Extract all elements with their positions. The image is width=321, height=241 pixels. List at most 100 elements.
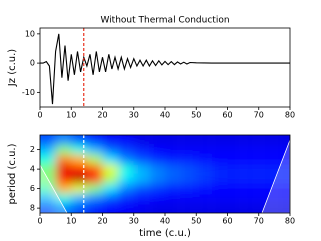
heat-cell bbox=[227, 135, 244, 145]
heat-cell bbox=[102, 135, 119, 145]
heat-cell bbox=[180, 193, 197, 204]
heat-cell bbox=[102, 203, 119, 213]
heat-cell bbox=[55, 164, 72, 174]
heat-cell bbox=[40, 154, 56, 165]
x-tick-label: 30 bbox=[129, 111, 139, 120]
heat-cell bbox=[196, 183, 212, 194]
heat-cell bbox=[180, 183, 197, 194]
heat-cell bbox=[86, 193, 103, 204]
heat-cell bbox=[211, 135, 228, 145]
x-axis-label: time (c.u.) bbox=[139, 228, 191, 239]
heat-cell bbox=[86, 203, 103, 213]
heat-cell bbox=[211, 174, 228, 184]
axes-frame bbox=[39, 27, 291, 108]
heat-cell bbox=[227, 183, 244, 194]
heat-cell bbox=[86, 183, 103, 194]
heat-cell bbox=[149, 203, 165, 213]
x-tick-label: 30 bbox=[129, 217, 139, 226]
heat-cell bbox=[40, 183, 56, 194]
heat-cell bbox=[274, 183, 290, 194]
x-tick-label: 80 bbox=[285, 111, 295, 120]
heat-cell bbox=[149, 174, 165, 184]
heat-cell bbox=[243, 144, 259, 155]
heatmap bbox=[40, 135, 290, 213]
heat-cell bbox=[211, 193, 228, 204]
x-tick-label: 40 bbox=[160, 111, 170, 120]
heat-cell bbox=[274, 193, 290, 204]
heat-cell bbox=[180, 203, 197, 213]
y-tick-label: -10 bbox=[22, 88, 35, 97]
heat-cell bbox=[149, 144, 165, 155]
heat-cell bbox=[71, 183, 87, 194]
heat-cell bbox=[243, 154, 259, 165]
heat-cell bbox=[227, 144, 244, 155]
heat-cell bbox=[149, 154, 165, 165]
heat-cell bbox=[102, 193, 119, 204]
y-tick-label: 0 bbox=[30, 59, 35, 68]
heat-cell bbox=[165, 174, 181, 184]
heat-cell bbox=[258, 174, 275, 184]
heat-cell bbox=[258, 164, 275, 174]
heat-cell bbox=[211, 144, 228, 155]
heat-cell bbox=[86, 164, 103, 174]
heat-cell bbox=[71, 135, 87, 145]
heat-cell bbox=[196, 154, 212, 165]
x-tick-label: 10 bbox=[66, 217, 76, 226]
heat-cell bbox=[86, 154, 103, 165]
heat-cell bbox=[243, 193, 259, 204]
cone-of-influence bbox=[261, 139, 290, 213]
heat-cell bbox=[165, 193, 181, 204]
y-axis-label: Jz (c.u.) bbox=[7, 49, 18, 87]
y-tick-label: 10 bbox=[25, 29, 35, 38]
heat-cell bbox=[196, 164, 212, 174]
heat-cell bbox=[274, 144, 290, 155]
heat-cell bbox=[243, 183, 259, 194]
heat-cell bbox=[211, 203, 228, 213]
heat-cell bbox=[243, 174, 259, 184]
heat-cell bbox=[71, 203, 87, 213]
x-tick-label: 50 bbox=[191, 217, 201, 226]
heat-cell bbox=[149, 164, 165, 174]
heat-cell bbox=[258, 135, 275, 145]
x-tick-label: 50 bbox=[191, 111, 201, 120]
heat-cell bbox=[196, 203, 212, 213]
heat-cell bbox=[211, 154, 228, 165]
x-tick-label: 70 bbox=[254, 217, 264, 226]
heat-cell bbox=[86, 135, 103, 145]
heat-cell bbox=[55, 135, 72, 145]
heat-cell bbox=[102, 174, 119, 184]
heat-cell bbox=[71, 154, 87, 165]
heat-cell bbox=[133, 183, 150, 194]
heat-cell bbox=[258, 183, 275, 194]
heat-cell bbox=[86, 174, 103, 184]
heat-cell bbox=[258, 203, 275, 213]
heat-cell bbox=[180, 144, 197, 155]
heat-cell bbox=[211, 164, 228, 174]
heat-cell bbox=[165, 154, 181, 165]
x-tick-label: 20 bbox=[97, 217, 107, 226]
heat-cell bbox=[102, 183, 119, 194]
x-tick-label: 60 bbox=[222, 217, 232, 226]
y-axis-label: period (c.u.) bbox=[7, 143, 18, 204]
heat-cell bbox=[274, 135, 290, 145]
heat-cell bbox=[196, 193, 212, 204]
heat-cell bbox=[55, 193, 72, 204]
heatmap-cells bbox=[40, 135, 290, 213]
heat-cell bbox=[258, 144, 275, 155]
heat-cell bbox=[165, 183, 181, 194]
heat-cell bbox=[40, 144, 56, 155]
heat-cell bbox=[102, 154, 119, 165]
y-tick-label: 8 bbox=[30, 204, 35, 213]
heat-cell bbox=[118, 135, 134, 145]
heat-cell bbox=[133, 203, 150, 213]
heat-cell bbox=[196, 144, 212, 155]
heat-cell bbox=[40, 135, 56, 145]
heat-cell bbox=[118, 144, 134, 155]
x-tick-label: 70 bbox=[254, 111, 264, 120]
heat-cell bbox=[180, 174, 197, 184]
chart-title: Without Thermal Conduction bbox=[100, 16, 229, 26]
heat-cell bbox=[55, 154, 72, 165]
heat-cell bbox=[165, 203, 181, 213]
x-tick-label: 40 bbox=[160, 217, 170, 226]
heat-cell bbox=[227, 193, 244, 204]
